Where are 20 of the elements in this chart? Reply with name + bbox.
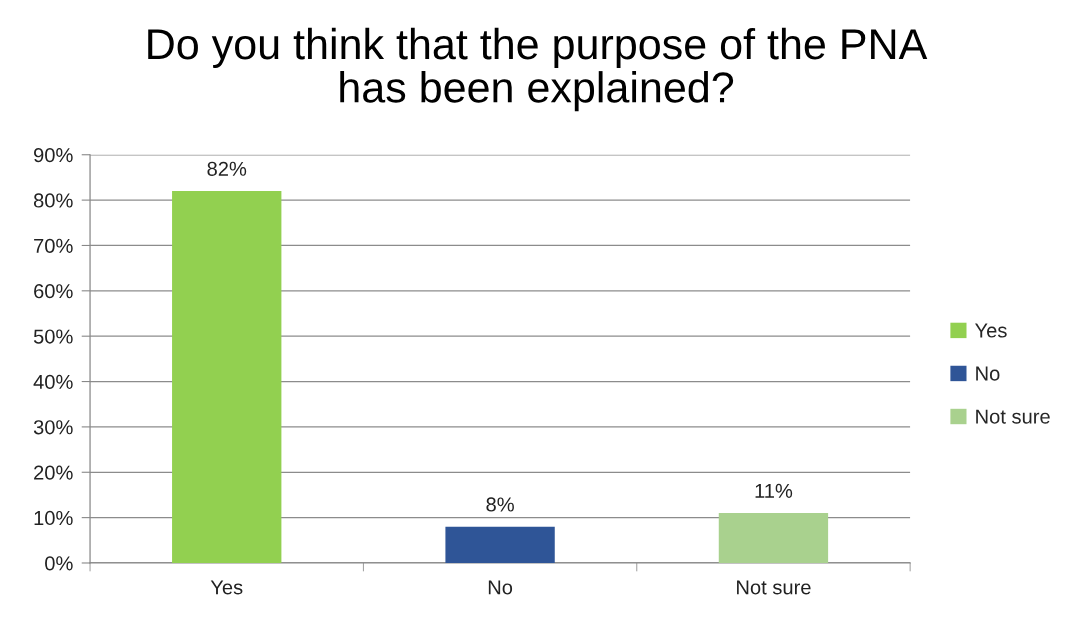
legend-label: No bbox=[976, 366, 1000, 381]
y-tick-label: 30% bbox=[33, 420, 73, 435]
y-tick-label: 90% bbox=[34, 147, 73, 163]
legend-label: Not sure bbox=[976, 409, 1050, 424]
y-tick-label: 20% bbox=[34, 465, 73, 480]
y-tick-label: 60% bbox=[34, 284, 73, 299]
y-tick-label: 0% bbox=[45, 556, 73, 571]
x-tick-label: No bbox=[488, 580, 513, 595]
legend-label: Yes bbox=[975, 323, 1007, 338]
y-tick-label: 80% bbox=[33, 193, 73, 208]
x-tick-label: Not sure bbox=[737, 580, 811, 595]
y-tick-label: 40% bbox=[33, 374, 73, 390]
data-label: 8% bbox=[486, 497, 514, 512]
data-label: 82% bbox=[207, 161, 247, 176]
y-tick-label: 70% bbox=[34, 238, 73, 253]
x-tick-label: Yes bbox=[210, 580, 243, 595]
y-tick-label: 10% bbox=[34, 510, 73, 526]
y-tick-label: 50% bbox=[33, 329, 73, 344]
chart-title: Do you think that the purpose of the PNA has been explained? bbox=[148, 27, 928, 112]
data-label: 11% bbox=[755, 483, 793, 498]
